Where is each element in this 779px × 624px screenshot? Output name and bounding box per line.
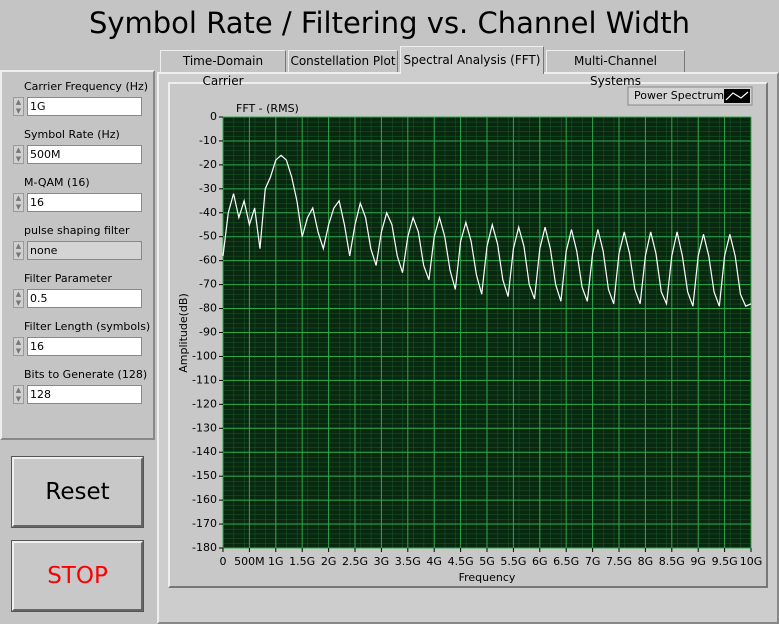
spinner[interactable]: ▲ ▼: [13, 97, 24, 116]
y-tick-label: -10: [199, 134, 217, 147]
x-tick-label: 0: [220, 555, 227, 568]
y-tick-label: -60: [199, 254, 217, 267]
control-value[interactable]: 128: [27, 385, 142, 404]
spinner[interactable]: ▲ ▼: [13, 337, 24, 356]
legend-swatch: [725, 91, 749, 101]
legend-entry: Power Spectrum: [634, 89, 724, 102]
y-tick-label: -30: [199, 182, 217, 195]
y-tick-label: -80: [199, 302, 217, 315]
y-tick-label: -40: [199, 206, 217, 219]
controls-panel: [0, 70, 155, 440]
window-title: Symbol Rate / Filtering vs. Channel Widt…: [88, 6, 691, 40]
y-tick-label: -180: [192, 541, 217, 554]
y-tick-label: -140: [192, 445, 217, 458]
y-tick-label: -90: [199, 326, 217, 339]
legend-box: [627, 86, 753, 106]
y-axis-label: Amplitude(dB): [177, 293, 190, 372]
control-label: Filter Length (symbols): [24, 320, 151, 333]
tab[interactable]: Multi-Channel Systems: [546, 50, 685, 88]
control-label: Carrier Frequency (Hz): [24, 80, 149, 93]
x-tick-label: 7G: [585, 555, 601, 568]
y-tick-label: -110: [192, 373, 217, 386]
x-tick-label: 1G: [268, 555, 284, 568]
stop-button[interactable]: STOP: [11, 540, 144, 612]
x-tick-label: 6G: [532, 555, 548, 568]
x-tick-label: 4.5G: [448, 555, 474, 568]
x-tick-label: 5G: [479, 555, 495, 568]
y-tick-label: -120: [192, 397, 217, 410]
control-label: Bits to Generate (128): [24, 368, 148, 381]
control-value[interactable]: 1G: [27, 97, 142, 116]
spinner[interactable]: ▲ ▼: [13, 145, 24, 164]
reset-button[interactable]: Reset: [11, 456, 144, 528]
x-tick-label: 2G: [321, 555, 337, 568]
control-label: Filter Parameter: [24, 272, 112, 285]
y-tick-label: 0: [210, 110, 217, 123]
spinner[interactable]: ▲ ▼: [13, 289, 24, 308]
control-value[interactable]: none: [27, 241, 142, 260]
y-tick-label: -150: [192, 469, 217, 482]
control-value[interactable]: 500M: [27, 145, 142, 164]
x-tick-label: 8G: [638, 555, 654, 568]
y-tick-label: -20: [199, 158, 217, 171]
spinner[interactable]: ▲ ▼: [13, 193, 24, 212]
y-tick-label: -170: [192, 517, 217, 530]
control-value[interactable]: 16: [27, 193, 142, 212]
x-tick-label: 9.5G: [712, 555, 738, 568]
x-axis-label: Frequency: [459, 571, 516, 584]
spinner[interactable]: ▲ ▼: [13, 241, 24, 260]
control-label: M-QAM (16): [24, 176, 90, 189]
x-tick-label: 7.5G: [606, 555, 632, 568]
y-tick-label: -50: [199, 230, 217, 243]
control-value[interactable]: 16: [27, 337, 142, 356]
tab[interactable]: Time-Domain Carrier: [160, 50, 286, 88]
x-tick-label: 8.5G: [659, 555, 685, 568]
x-tick-label: 9G: [690, 555, 706, 568]
control-label: pulse shaping filter: [24, 224, 130, 237]
y-tick-label: -130: [192, 421, 217, 434]
y-tick-label: -160: [192, 493, 217, 506]
x-tick-label: 1.5G: [289, 555, 315, 568]
tab[interactable]: Spectral Analysis (FFT): [400, 46, 544, 74]
x-tick-label: 2.5G: [342, 555, 368, 568]
control-value[interactable]: 0.5: [27, 289, 142, 308]
x-tick-label: 6.5G: [553, 555, 579, 568]
y-tick-label: -100: [192, 349, 217, 362]
x-tick-label: 4G: [426, 555, 442, 568]
y-tick-label: -70: [199, 278, 217, 291]
x-tick-label: 3G: [374, 555, 390, 568]
x-tick-label: 5.5G: [500, 555, 526, 568]
spectrum-line: [222, 154, 752, 307]
tab[interactable]: Constellation Plot: [288, 50, 398, 72]
x-tick-label: 500M: [234, 555, 265, 568]
chart-title: FFT - (RMS): [236, 102, 299, 115]
x-tick-label: 10G: [740, 555, 763, 568]
spinner[interactable]: ▲ ▼: [13, 385, 24, 404]
control-label: Symbol Rate (Hz): [24, 128, 120, 141]
x-tick-label: 3.5G: [395, 555, 421, 568]
